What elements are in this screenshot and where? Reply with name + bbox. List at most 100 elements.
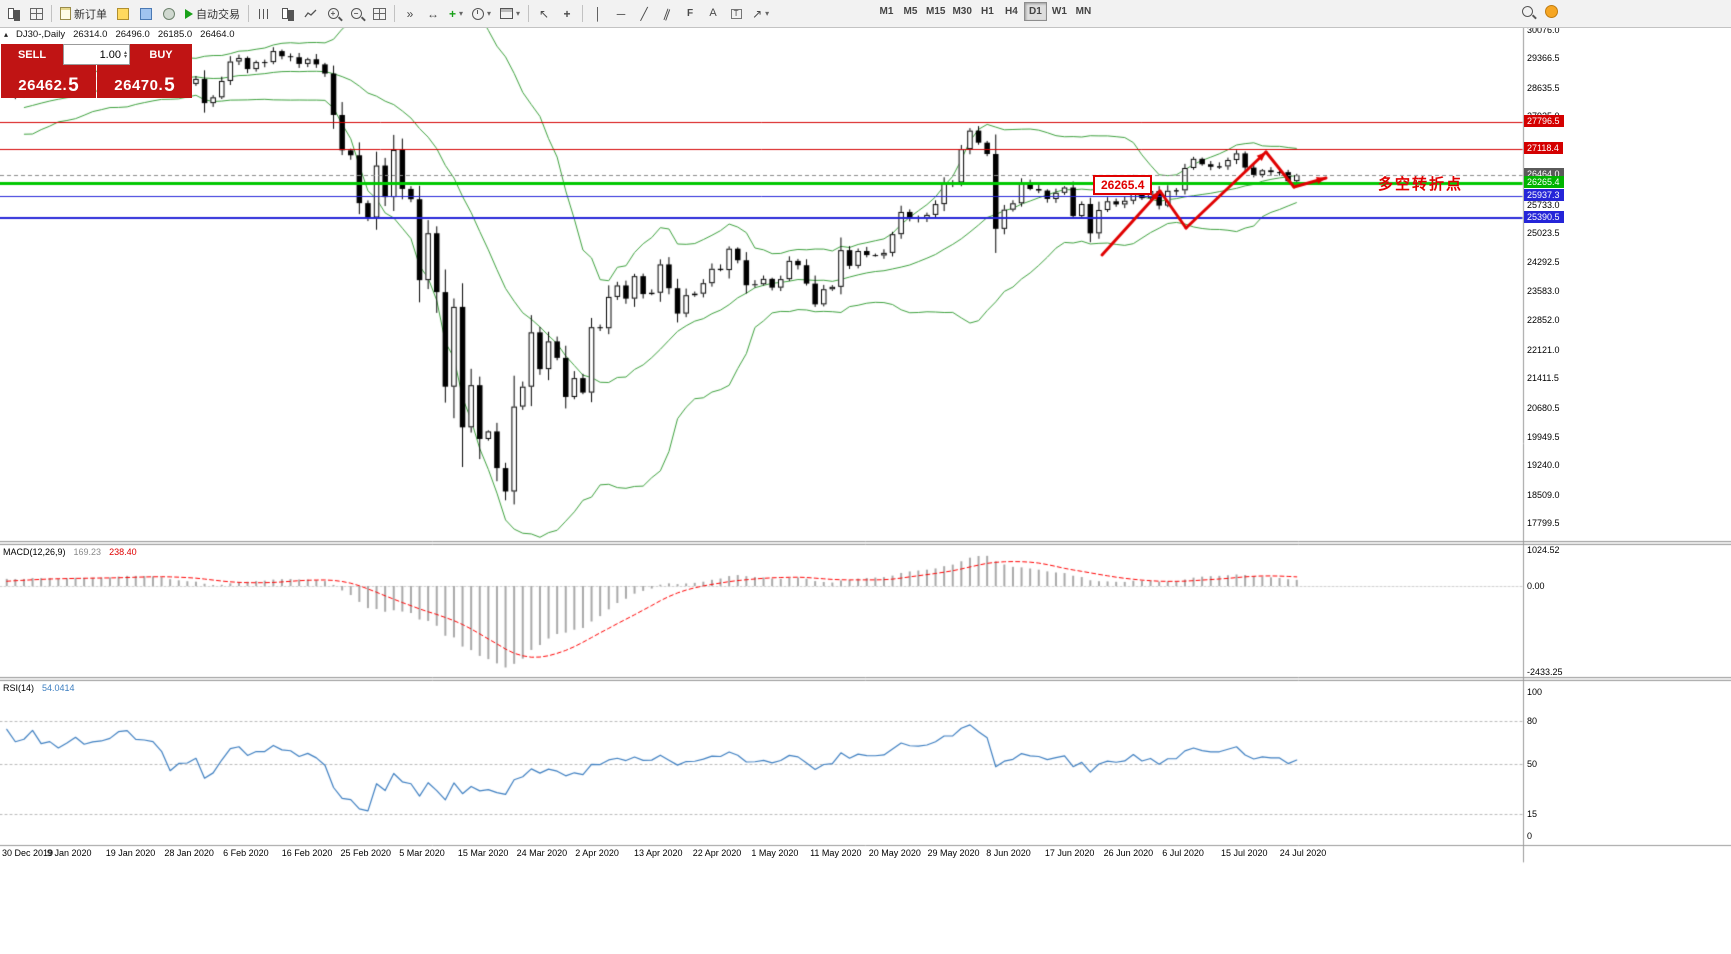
line-glyph xyxy=(303,9,316,17)
crosshair-glyph: + xyxy=(563,6,571,21)
channel-glyph: ∥ xyxy=(661,5,673,22)
volume-up-button[interactable]: ▴ xyxy=(123,49,127,56)
timeframe-button-m15[interactable]: M15 xyxy=(923,2,948,21)
caret-icon: ▾ xyxy=(487,9,492,18)
auto-trading-button[interactable]: 自动交易 xyxy=(181,3,244,24)
toolbar: 新订单 自动交易 + − » ↔ + ▾ ▾ ▾ ↖ + │ ─ ╱ ∥ F A … xyxy=(0,0,1731,28)
sell-price[interactable]: 26462. 5 xyxy=(1,65,96,98)
chart-shift-icon[interactable]: ↔ xyxy=(422,3,444,24)
rsi-label: RSI(14) 54.0414 xyxy=(3,683,75,693)
window-layout-icon[interactable] xyxy=(25,3,47,24)
timeframe-button-h4[interactable]: H4 xyxy=(1000,2,1023,21)
caret-icon: ▾ xyxy=(459,9,464,18)
buy-price-main: 26470. xyxy=(114,77,164,94)
navigator-icon[interactable] xyxy=(158,3,180,24)
macd-name: MACD(12,26,9) xyxy=(3,547,66,557)
timeframe-button-d1[interactable]: D1 xyxy=(1023,2,1047,21)
sell-button[interactable]: SELL xyxy=(1,44,63,65)
navigator-glyph xyxy=(163,7,175,20)
arrows-icon[interactable]: ↗ ▾ xyxy=(748,3,773,24)
symbol-info-line: ▴ DJ30-,Daily 26314.0 26496.0 26185.0 26… xyxy=(4,29,235,40)
text-icon[interactable]: A xyxy=(702,3,724,24)
add-indicator-icon[interactable]: + ▾ xyxy=(445,3,467,24)
scroll-to-end-icon[interactable]: » xyxy=(399,3,421,24)
candlestick-chart-icon[interactable] xyxy=(276,3,298,24)
equidistant-channel-icon[interactable]: ∥ xyxy=(656,3,678,24)
fibonacci-glyph: F xyxy=(687,7,694,19)
one-click-collapse-icon[interactable]: ▴ xyxy=(4,30,9,39)
quote-open: 26314.0 xyxy=(73,29,108,40)
buy-price[interactable]: 26470. 5 xyxy=(97,65,192,98)
sell-price-pip: 5 xyxy=(68,75,79,96)
chart-shift-glyph: ↔ xyxy=(427,6,439,21)
sell-price-main: 26462. xyxy=(18,77,68,94)
cursor-glyph: ↖ xyxy=(539,6,550,21)
turning-point-annotation[interactable]: 多空转折点 xyxy=(1378,176,1464,193)
fibonacci-icon[interactable]: F xyxy=(679,3,701,24)
auto-trading-label: 自动交易 xyxy=(196,8,240,21)
chart-window-icon[interactable] xyxy=(2,3,24,24)
horizontal-line-icon[interactable]: ─ xyxy=(610,3,632,24)
toolbar-separator xyxy=(248,5,249,22)
volume-field[interactable]: 1.00 ▴ ▾ xyxy=(63,44,130,65)
template-dropdown-icon[interactable]: ▾ xyxy=(496,3,524,24)
plus-glyph: + xyxy=(449,6,457,21)
text-label-icon[interactable]: T xyxy=(725,3,747,24)
search-icon[interactable] xyxy=(1516,1,1538,22)
timeframe-button-m30[interactable]: M30 xyxy=(949,2,974,21)
zoom-in-icon[interactable]: + xyxy=(322,3,344,24)
search-glyph xyxy=(1521,6,1533,17)
period-dropdown-icon[interactable]: ▾ xyxy=(468,3,495,24)
new-order-button[interactable]: 新订单 xyxy=(56,3,111,24)
clock-glyph xyxy=(472,7,485,20)
rsi-name: RSI(14) xyxy=(3,683,35,693)
trendline-icon[interactable]: ╱ xyxy=(633,3,655,24)
new-order-label: 新订单 xyxy=(74,8,107,21)
one-click-trading-panel: SELL 1.00 ▴ ▾ BUY 26462. 5 26470. 5 xyxy=(1,44,192,98)
grid-icon xyxy=(29,7,43,20)
macd-label: MACD(12,26,9) 169.23 238.40 xyxy=(3,547,137,557)
tile-glyph xyxy=(372,7,386,20)
rsi-value: 54.0414 xyxy=(42,683,75,693)
buy-price-pip: 5 xyxy=(164,75,175,96)
market-watch-icon[interactable] xyxy=(112,3,134,24)
timeframe-button-w1[interactable]: W1 xyxy=(1048,2,1071,21)
volume-down-button[interactable]: ▾ xyxy=(123,53,127,60)
timeframe-button-m1[interactable]: M1 xyxy=(875,2,898,21)
vertical-line-icon[interactable]: │ xyxy=(587,3,609,24)
quote-close: 26464.0 xyxy=(200,29,235,40)
buy-button[interactable]: BUY xyxy=(130,44,192,65)
new-order-icon xyxy=(60,7,71,20)
timeframe-toolbar: M1 M5 M15 M30 H1 H4 D1 W1 MN xyxy=(875,2,1095,21)
caret-icon: ▾ xyxy=(516,9,521,18)
play-icon xyxy=(185,8,193,19)
template-glyph xyxy=(500,8,514,19)
timeframe-button-h1[interactable]: H1 xyxy=(976,2,999,21)
data-window-icon[interactable] xyxy=(135,3,157,24)
toolbar-separator xyxy=(394,5,395,22)
macd-signal-value: 238.40 xyxy=(109,547,137,557)
vline-glyph: │ xyxy=(594,6,602,21)
volume-value: 1.00 xyxy=(99,48,121,61)
timeframe-button-m5[interactable]: M5 xyxy=(899,2,922,21)
zoom-out-icon[interactable]: − xyxy=(345,3,367,24)
label-glyph: T xyxy=(730,8,742,19)
toolbar-separator xyxy=(51,5,52,22)
symbol-period-label: DJ30-,Daily xyxy=(16,29,66,40)
market-watch-glyph xyxy=(117,7,129,20)
tile-windows-icon[interactable] xyxy=(368,3,390,24)
toolbar-separator xyxy=(528,5,530,22)
data-window-glyph xyxy=(140,7,152,20)
price-annotation-box[interactable]: 26265.4 xyxy=(1093,175,1153,195)
line-chart-icon[interactable] xyxy=(299,3,321,24)
timeframe-button-mn[interactable]: MN xyxy=(1072,2,1095,21)
macd-value: 169.23 xyxy=(73,547,102,557)
bars-glyph xyxy=(258,8,270,19)
volume-spinner: ▴ ▾ xyxy=(123,49,127,60)
bar-chart-icon[interactable] xyxy=(253,3,275,24)
crosshair-icon[interactable]: + xyxy=(556,3,578,24)
cursor-icon[interactable]: ↖ xyxy=(533,3,555,24)
community-icon[interactable] xyxy=(1540,1,1562,22)
